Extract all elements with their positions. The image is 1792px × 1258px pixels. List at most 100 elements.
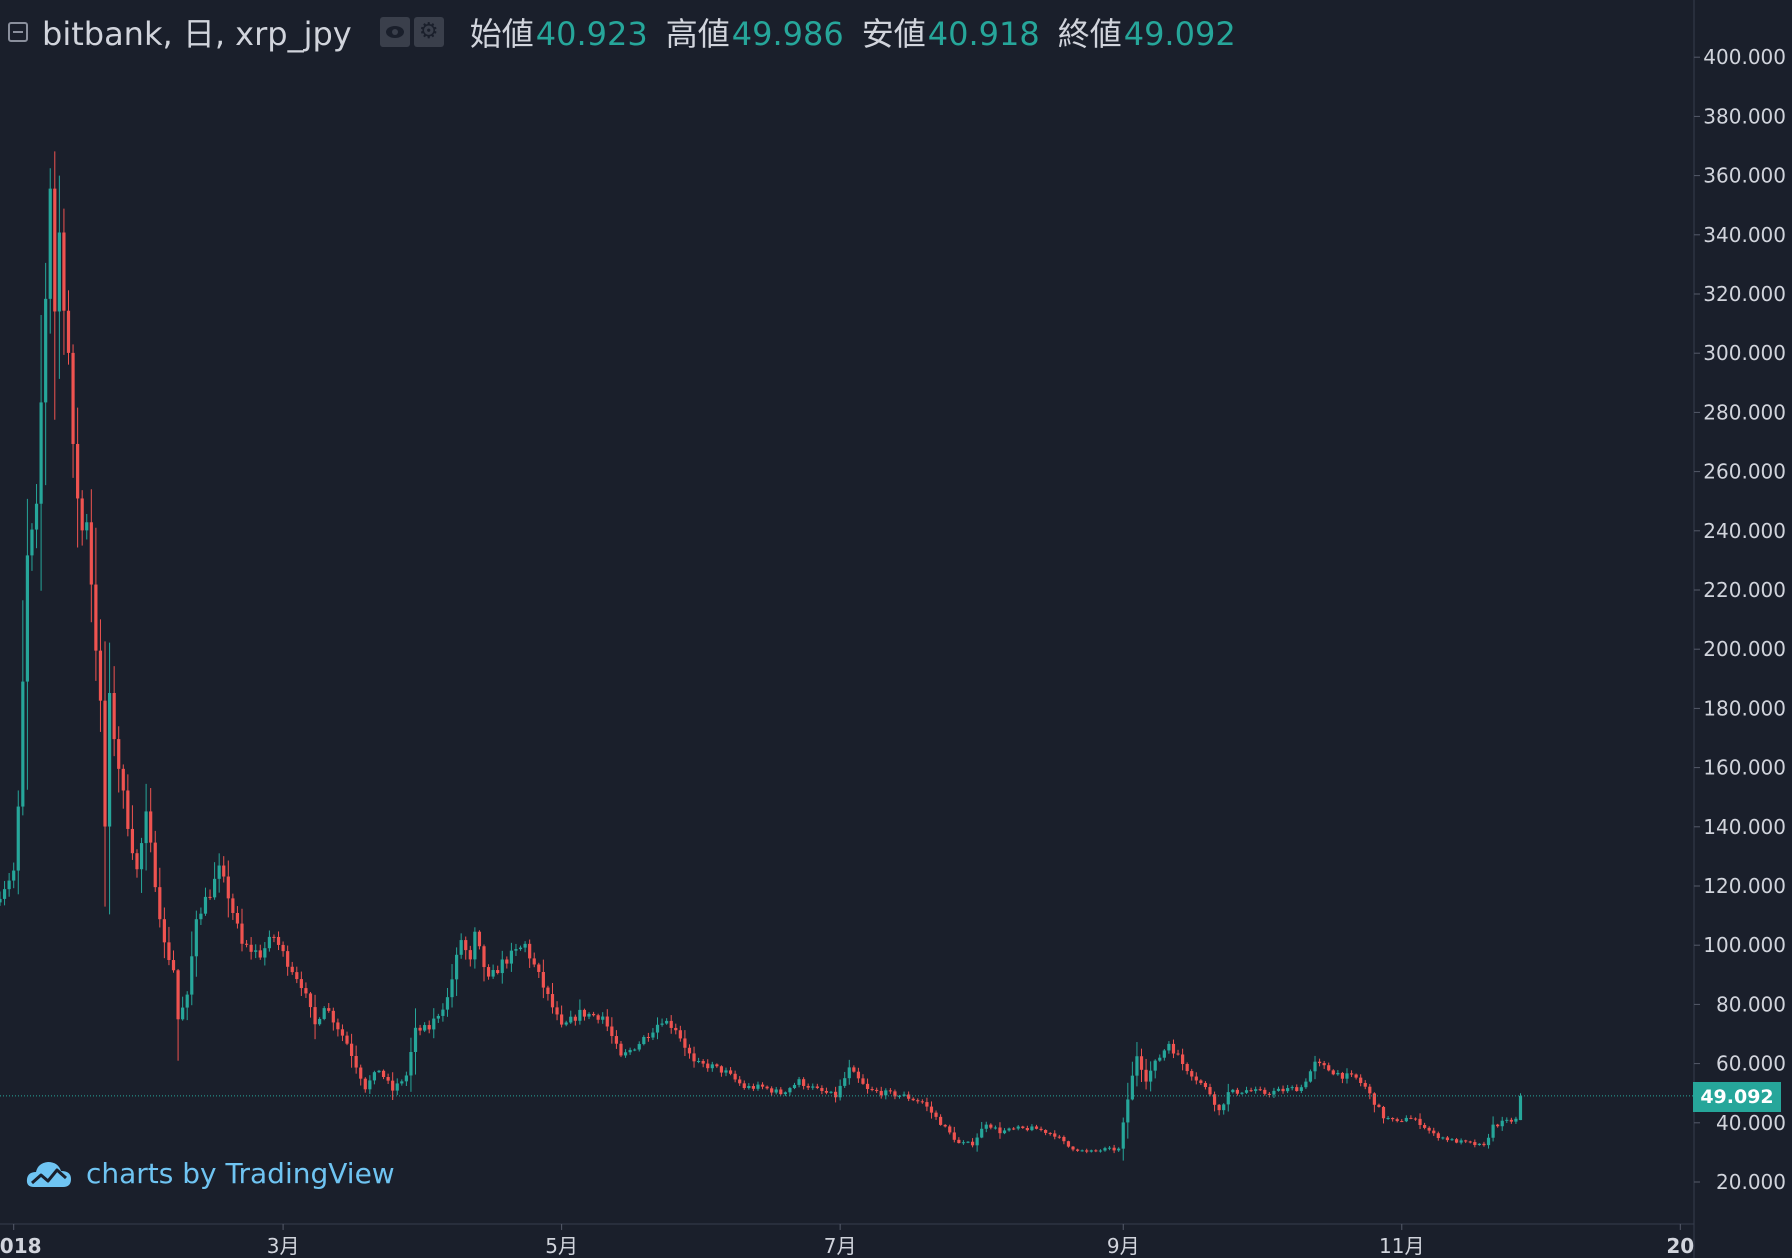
candle-body: [939, 1116, 943, 1125]
candle-body: [1276, 1088, 1281, 1091]
candle-body: [1413, 1118, 1418, 1120]
candle-body: [1167, 1043, 1171, 1051]
candle-body: [888, 1090, 892, 1092]
price-axis[interactable]: 20.000 40.000 60.000 80.000 100.000 120.000 14…: [1694, 45, 1786, 1194]
candle-body: [578, 1009, 582, 1021]
candle-body: [733, 1073, 737, 1080]
candle-body: [505, 959, 509, 964]
candle-body: [1404, 1117, 1408, 1122]
symbol-title[interactable]: bitbank, 日, xrp_jpy: [42, 15, 352, 53]
ohlc-values: 始値 40.923 高値 49.986 安値 40.918 終値 49.092: [470, 9, 1236, 55]
candle-body: [432, 1018, 436, 1030]
candle-body: [660, 1023, 664, 1025]
candle-body: [1030, 1126, 1034, 1131]
candle-body: [1322, 1063, 1326, 1066]
candle-body: [1459, 1140, 1463, 1143]
candle-body: [1158, 1057, 1162, 1061]
candle-body: [719, 1066, 724, 1073]
candle-body: [669, 1020, 673, 1028]
candle-body: [875, 1089, 879, 1091]
candle-body: [1016, 1126, 1020, 1129]
candle-body: [281, 944, 285, 952]
candle-body: [820, 1088, 824, 1091]
price-tick-label: 80.000: [1716, 992, 1786, 1016]
gear-icon[interactable]: ⚙: [413, 17, 444, 47]
candle-body: [829, 1091, 833, 1093]
candle-body: [112, 693, 116, 740]
price-tick-label: 400.000: [1703, 45, 1786, 69]
candle-body: [185, 994, 189, 1008]
close-label: 終値: [1057, 15, 1122, 53]
candle-body: [847, 1067, 851, 1079]
candle-body: [486, 967, 491, 977]
candle-body: [1002, 1130, 1007, 1134]
candle-body: [564, 1022, 568, 1025]
candle-body: [1496, 1124, 1500, 1127]
candle-body: [427, 1025, 431, 1030]
candle-body: [340, 1029, 345, 1036]
candle-body: [1235, 1089, 1239, 1094]
candle-body: [738, 1079, 742, 1084]
candle-body: [1254, 1089, 1258, 1091]
candle-body: [1203, 1082, 1208, 1088]
candle-body: [692, 1053, 696, 1062]
candle-body: [1359, 1077, 1363, 1084]
candle-body: [984, 1124, 988, 1129]
candle-body: [395, 1083, 399, 1091]
candle-body: [710, 1064, 714, 1069]
candle-body: [838, 1085, 842, 1098]
candle-body: [130, 828, 135, 854]
candle-body: [655, 1024, 660, 1033]
candle-body: [176, 970, 180, 1020]
candle-body: [989, 1124, 993, 1128]
candle-body: [76, 443, 80, 499]
candle-body: [39, 402, 43, 504]
candle-body: [1290, 1087, 1294, 1089]
eye-icon[interactable]: [379, 17, 410, 47]
candle-body: [1044, 1130, 1048, 1133]
candle-body: [1473, 1142, 1477, 1146]
candle-body: [920, 1101, 924, 1103]
collapse-icon[interactable]: [8, 22, 28, 42]
candle-body: [409, 1051, 413, 1076]
price-tick-label: 320.000: [1703, 282, 1786, 306]
time-axis[interactable]: 2018 3月 5月 7月 9月 11月 20: [0, 1224, 1694, 1258]
candle-body: [619, 1043, 623, 1056]
candle-body: [144, 811, 148, 844]
candle-body: [171, 960, 176, 971]
price-tick-label: 360.000: [1703, 164, 1786, 188]
tradingview-branding[interactable]: charts by TradingView: [26, 1157, 395, 1190]
candle-body: [1518, 1095, 1523, 1121]
candle-body: [1363, 1083, 1367, 1087]
candle-body: [107, 693, 112, 827]
candle-body: [1317, 1061, 1322, 1064]
candle-body: [103, 700, 107, 827]
candle-body: [509, 950, 513, 964]
candle-body: [336, 1022, 340, 1030]
candle-body: [1313, 1061, 1317, 1072]
candle-body: [1336, 1072, 1340, 1075]
candle-body: [71, 352, 75, 444]
candle-body: [1181, 1054, 1185, 1065]
candle-body: [1391, 1118, 1395, 1120]
candle-body: [1025, 1127, 1029, 1131]
candle-body: [1034, 1126, 1039, 1129]
candle-body: [1112, 1147, 1116, 1151]
candle-body: [833, 1091, 838, 1098]
candle-body: [85, 522, 89, 531]
candle-body: [1249, 1090, 1253, 1092]
candle-body: [267, 936, 271, 949]
branding-text: charts by TradingView: [86, 1157, 395, 1190]
candle-body: [272, 936, 276, 938]
candle-body: [194, 919, 198, 957]
candle-body: [496, 970, 500, 974]
candle-body: [263, 948, 267, 958]
candle-body: [1331, 1070, 1335, 1075]
candle-body: [550, 994, 555, 1008]
candle-body: [304, 988, 308, 994]
candle-body: [1226, 1092, 1230, 1105]
candle-body: [25, 555, 29, 682]
candle-body: [1340, 1072, 1345, 1079]
candle-body: [980, 1128, 984, 1138]
